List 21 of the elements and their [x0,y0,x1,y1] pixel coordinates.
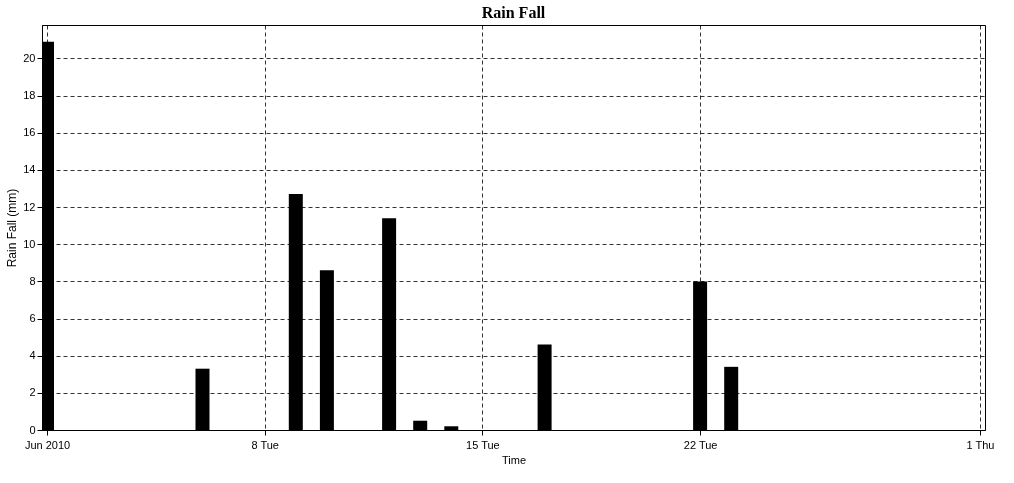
y-tick-label: 0 [29,423,36,436]
chart-title: Rain Fall [481,4,546,21]
y-axis-title: Rain Fall (mm) [5,188,20,268]
y-tick-label: 6 [29,312,36,325]
y-tick-label: 16 [23,126,36,139]
y-tick-label: 20 [23,51,36,64]
y-tick-label: 18 [23,89,36,102]
y-tick-label: 8 [29,274,36,287]
bar [444,426,459,430]
x-tick-label: 22 Tue [683,438,718,451]
y-tick-label: 2 [29,386,36,399]
y-tick-label: 14 [23,163,36,176]
x-tick-label: 8 Tue [251,438,279,451]
y-tick-label: 4 [29,349,36,362]
x-axis-title: Time [501,453,527,466]
x-tick-label: Jun 2010 [24,438,71,451]
bar [413,420,428,430]
y-tick-label: 12 [23,200,36,213]
x-tick-label: 1 Thu [966,438,995,451]
x-tick-label: 15 Tue [466,438,500,451]
y-tick-label: 10 [23,237,36,250]
